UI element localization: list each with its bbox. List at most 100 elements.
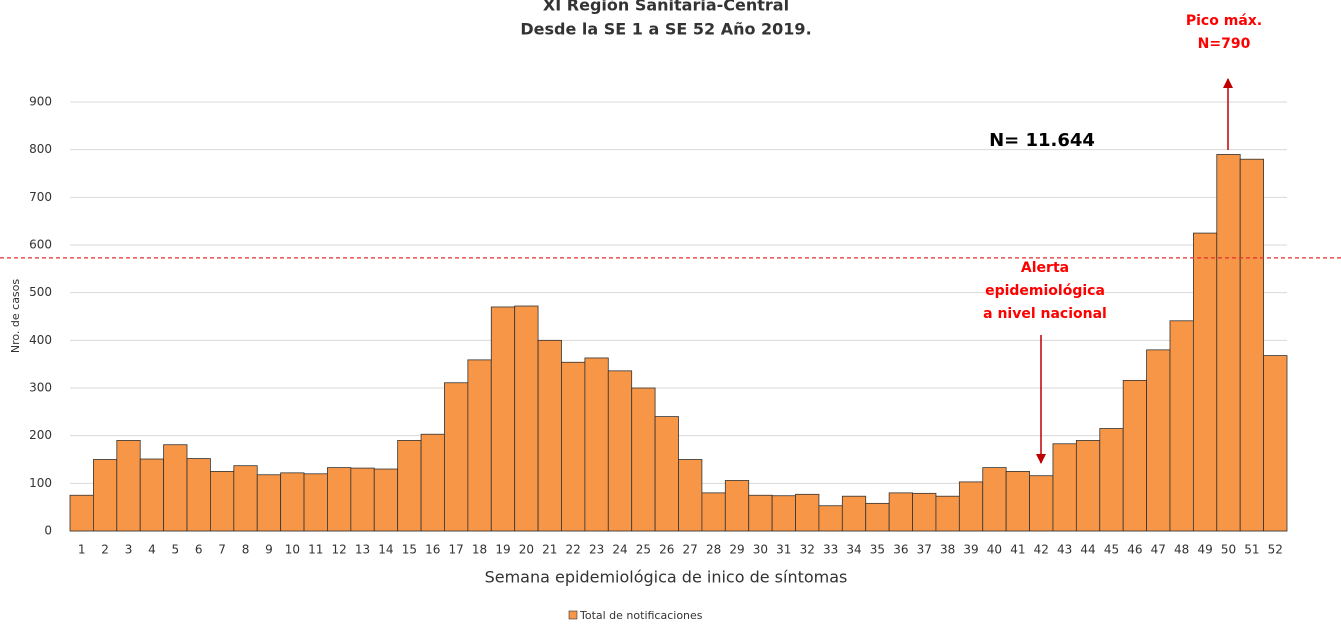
bar [888, 492, 913, 532]
y-tick-label: 500 [29, 285, 52, 299]
x-tick-label: 22 [566, 543, 581, 557]
y-tick-label: 200 [29, 428, 52, 442]
y-tick-label: 300 [29, 381, 52, 395]
x-tick-label: 47 [1151, 543, 1166, 557]
bar [1075, 440, 1101, 532]
bar [210, 471, 235, 532]
x-tick-label: 33 [823, 543, 838, 557]
bar [327, 467, 352, 532]
bar [1122, 379, 1147, 532]
x-tick-label: 13 [355, 543, 370, 557]
x-tick-label: 10 [285, 543, 300, 557]
bar [1052, 443, 1077, 532]
bar [841, 495, 867, 532]
x-tick-label: 25 [636, 543, 651, 557]
legend-swatch [568, 610, 578, 620]
chart-title: XI Región Sanitaria-Central [543, 0, 789, 15]
x-tick-label: 30 [753, 543, 768, 557]
x-tick-label: 35 [870, 543, 885, 557]
bar [139, 458, 165, 532]
x-tick-label: 40 [987, 543, 1002, 557]
bar [935, 495, 960, 532]
bar [467, 359, 492, 532]
bar [163, 444, 188, 532]
x-tick-label: 28 [706, 543, 721, 557]
x-tick-label: 5 [171, 543, 179, 557]
x-tick-label: 21 [542, 543, 557, 557]
x-tick-label: 34 [846, 543, 861, 557]
x-tick-label: 51 [1244, 543, 1259, 557]
bar [303, 473, 328, 532]
x-tick-label: 2 [101, 543, 109, 557]
bar [607, 370, 633, 532]
x-tick-label: 6 [195, 543, 203, 557]
y-axis-label: Nro. de casos [9, 279, 22, 354]
bar [1099, 428, 1124, 532]
x-tick-label: 14 [378, 543, 393, 557]
bar [490, 306, 516, 532]
x-tick-label: 15 [402, 543, 417, 557]
bar [1146, 349, 1171, 532]
x-tick-label: 12 [332, 543, 347, 557]
y-tick-label: 400 [29, 333, 52, 347]
x-tick-label: 50 [1221, 543, 1236, 557]
legend-label: Total de notificaciones [579, 609, 703, 622]
bar [584, 357, 609, 532]
bar [1005, 471, 1030, 532]
bar [420, 433, 445, 532]
y-tick-label: 700 [29, 190, 52, 204]
bar [1239, 158, 1264, 532]
x-tick-label: 41 [1010, 543, 1025, 557]
bar [93, 459, 118, 532]
bar [654, 416, 679, 532]
annotation: Alerta [1021, 260, 1069, 276]
bar [233, 465, 258, 532]
bar [69, 494, 94, 532]
bar [256, 474, 282, 532]
x-tick-label: 16 [425, 543, 440, 557]
bar [818, 505, 843, 532]
bar [1192, 232, 1218, 532]
x-tick-label: 26 [659, 543, 674, 557]
x-tick-label: 27 [683, 543, 698, 557]
x-tick-label: 1 [78, 543, 86, 557]
bar [280, 472, 305, 532]
x-tick-label: 37 [917, 543, 932, 557]
x-tick-label: 7 [218, 543, 226, 557]
y-tick-label: 100 [29, 476, 52, 490]
bar [1029, 475, 1054, 532]
x-tick-label: 39 [963, 543, 978, 557]
x-tick-label: 46 [1127, 543, 1142, 557]
bar [116, 440, 141, 532]
x-tick-label: 11 [308, 543, 323, 557]
x-tick-label: 31 [776, 543, 791, 557]
bar [1216, 154, 1241, 532]
bar [186, 458, 211, 532]
bar [397, 440, 422, 532]
x-tick-label: 52 [1268, 543, 1283, 557]
x-tick-label: 9 [265, 543, 273, 557]
x-tick-label: 49 [1197, 543, 1212, 557]
annotation: a nivel nacional [983, 306, 1107, 322]
x-tick-label: 3 [125, 543, 133, 557]
bar [1263, 355, 1288, 532]
x-tick-label: 17 [449, 543, 464, 557]
x-tick-label: 24 [612, 543, 627, 557]
x-tick-label: 32 [800, 543, 815, 557]
x-tick-label: 44 [1080, 543, 1095, 557]
y-tick-label: 900 [29, 95, 52, 109]
bar [373, 468, 399, 532]
bar [678, 459, 703, 532]
bar [912, 492, 937, 532]
x-axis-label: Semana epidemiológica de inico de síntom… [485, 568, 848, 587]
x-tick-label: 4 [148, 543, 156, 557]
x-tick-label: 43 [1057, 543, 1072, 557]
bar [444, 382, 469, 532]
bar [350, 467, 375, 532]
bar [958, 481, 984, 532]
bar [537, 339, 562, 532]
bar [795, 493, 820, 532]
y-tick-label: 600 [29, 238, 52, 252]
x-tick-label: 23 [589, 543, 604, 557]
